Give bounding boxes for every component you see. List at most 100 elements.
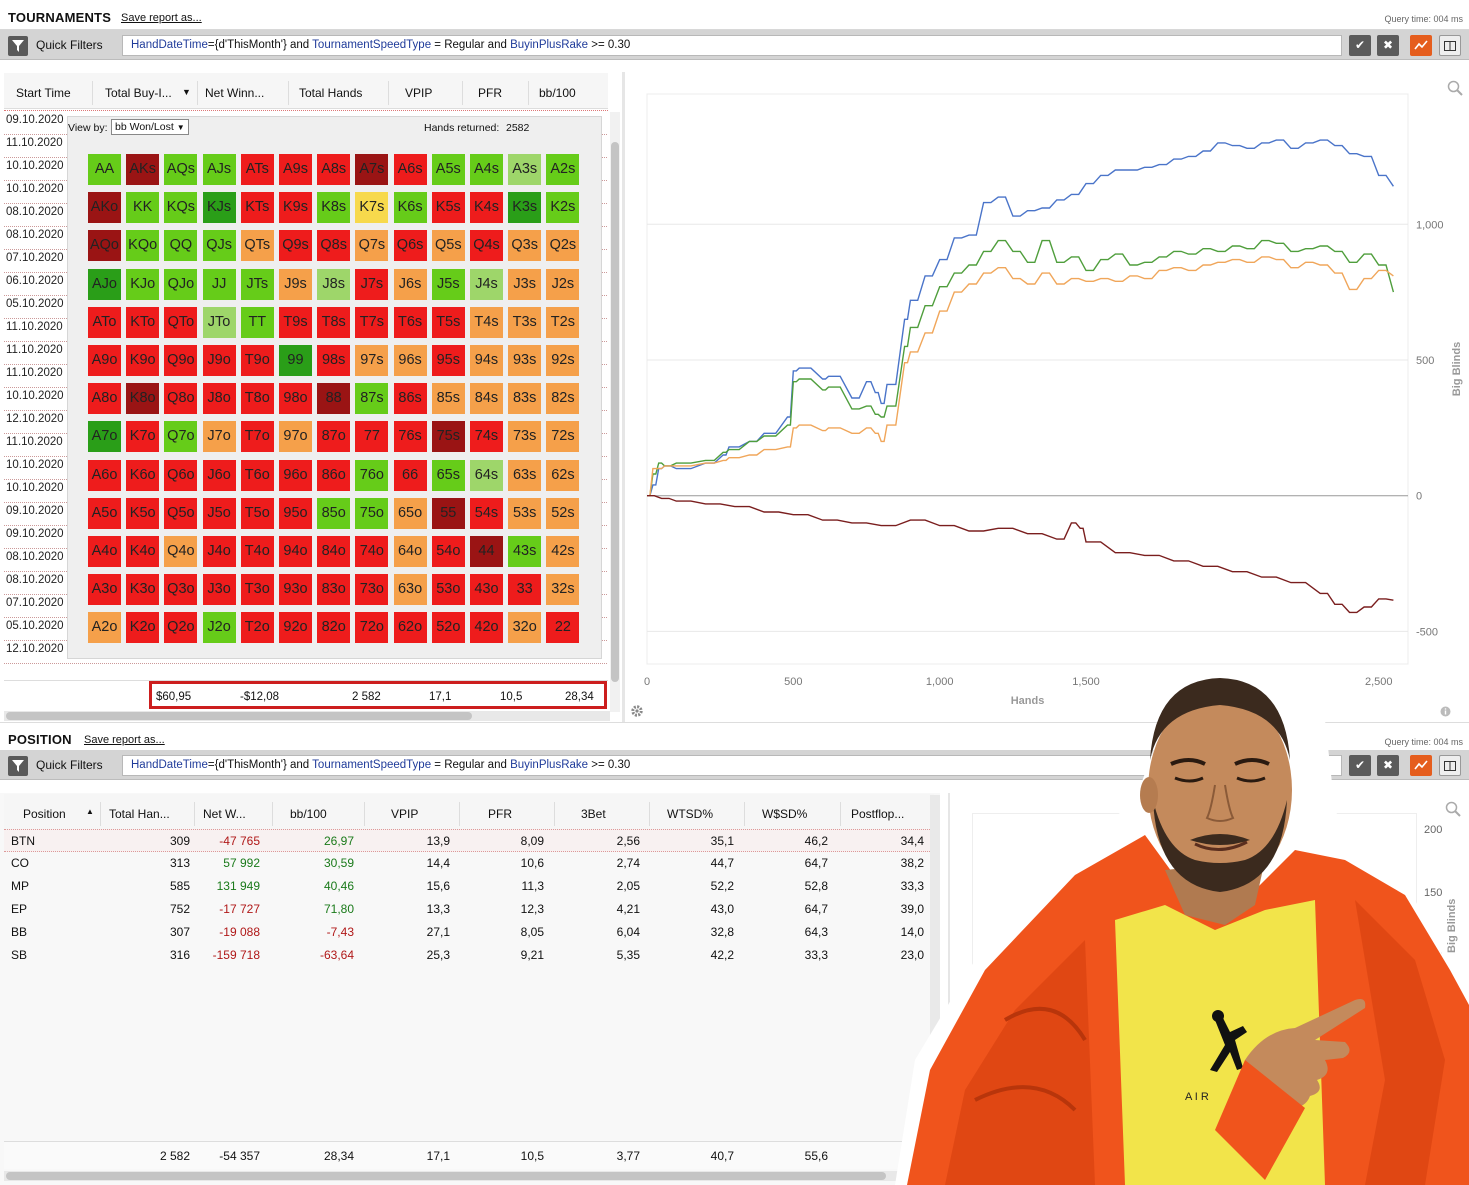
hand-cell[interactable]: 54s bbox=[470, 497, 503, 529]
hand-cell[interactable]: Q5s bbox=[431, 230, 465, 262]
hand-cell[interactable]: 63o bbox=[393, 574, 427, 606]
hand-cell[interactable]: AKo bbox=[88, 192, 121, 224]
hand-cell[interactable]: J7s bbox=[355, 268, 389, 300]
tournament-start-time[interactable]: 10.10.2020 bbox=[6, 183, 64, 195]
hand-cell[interactable]: T2s bbox=[546, 306, 580, 338]
hand-cell[interactable]: Q2s bbox=[546, 230, 580, 262]
tournament-start-time[interactable]: 10.10.2020 bbox=[6, 482, 64, 494]
col-pfr[interactable]: PFR bbox=[488, 807, 512, 821]
hand-cell[interactable]: 88 bbox=[317, 383, 351, 415]
tournament-start-time[interactable]: 11.10.2020 bbox=[6, 367, 63, 379]
hand-cell[interactable]: J6s bbox=[393, 268, 427, 300]
hand-cell[interactable]: 32o bbox=[508, 612, 542, 644]
hand-cell[interactable]: J5o bbox=[202, 497, 236, 529]
hand-cell[interactable]: A9s bbox=[279, 154, 312, 185]
hand-cell[interactable]: 98o bbox=[279, 383, 312, 415]
hand-cell[interactable]: A6o bbox=[88, 459, 121, 491]
col-bb100[interactable]: bb/100 bbox=[290, 807, 327, 821]
hand-cell[interactable]: Q7s bbox=[355, 230, 389, 262]
hand-cell[interactable]: J7o bbox=[202, 421, 236, 453]
hand-cell[interactable]: K3s bbox=[508, 192, 542, 224]
sort-dropdown-icon[interactable]: ▼ bbox=[182, 87, 191, 97]
grid-vscroll[interactable] bbox=[610, 112, 620, 712]
hand-cell[interactable]: K9o bbox=[126, 345, 160, 376]
grid-hscroll[interactable] bbox=[4, 711, 610, 721]
filter-expression-input[interactable]: HandDateTime={d'ThisMonth'} and Tourname… bbox=[122, 35, 1342, 56]
hand-cell[interactable]: 42o bbox=[470, 612, 503, 644]
hand-cell[interactable]: Q9o bbox=[164, 345, 198, 376]
hand-cell[interactable]: J9s bbox=[279, 268, 312, 300]
hand-cell[interactable]: K3o bbox=[126, 574, 160, 606]
tournament-start-time[interactable]: 08.10.2020 bbox=[6, 229, 64, 241]
hand-cell[interactable]: A9o bbox=[88, 345, 121, 376]
hand-cell[interactable]: Q8o bbox=[164, 383, 198, 415]
hand-cell[interactable]: J5s bbox=[431, 268, 465, 300]
zoom-icon[interactable] bbox=[1445, 801, 1461, 820]
hand-cell[interactable]: A5o bbox=[88, 497, 121, 529]
hand-cell[interactable]: ATs bbox=[240, 154, 274, 185]
hand-cell[interactable]: 75s bbox=[431, 421, 465, 453]
hand-cell[interactable]: 92s bbox=[546, 345, 580, 376]
hand-cell[interactable]: Q4s bbox=[470, 230, 503, 262]
hand-cell[interactable]: 97o bbox=[279, 421, 312, 453]
col-wtsd[interactable]: WTSD% bbox=[667, 807, 713, 821]
hand-cell[interactable]: Q8s bbox=[317, 230, 351, 262]
hand-cell[interactable]: J2s bbox=[546, 268, 580, 300]
position-filter-input[interactable]: HandDateTime={d'ThisMonth'} and Tourname… bbox=[122, 755, 1342, 776]
hand-cell[interactable]: T6s bbox=[393, 306, 427, 338]
col-start-time[interactable]: Start Time bbox=[16, 86, 71, 100]
hand-cell[interactable]: QTo bbox=[164, 306, 198, 338]
hand-cell[interactable]: 94o bbox=[279, 536, 312, 567]
hand-cell[interactable]: 54o bbox=[431, 536, 465, 567]
hand-cell[interactable]: K6s bbox=[393, 192, 427, 224]
hand-cell[interactable]: J9o bbox=[202, 345, 236, 376]
hand-cell[interactable]: 86o bbox=[317, 459, 351, 491]
hand-cell[interactable]: K7o bbox=[126, 421, 160, 453]
hand-cell[interactable]: AQs bbox=[164, 154, 198, 185]
hand-cell[interactable]: Q3s bbox=[508, 230, 542, 262]
hand-cell[interactable]: A7o bbox=[88, 421, 121, 453]
hand-cell[interactable]: 66 bbox=[393, 459, 427, 491]
hand-cell[interactable]: TT bbox=[240, 306, 274, 338]
hand-cell[interactable]: 76o bbox=[355, 459, 389, 491]
hand-cell[interactable]: 75o bbox=[355, 497, 389, 529]
hand-cell[interactable]: 97s bbox=[355, 345, 389, 376]
hand-cell[interactable]: T9s bbox=[279, 306, 312, 338]
tournament-start-time[interactable]: 05.10.2020 bbox=[6, 298, 64, 310]
filter-icon[interactable] bbox=[8, 756, 28, 776]
tournament-start-time[interactable]: 05.10.2020 bbox=[6, 620, 64, 632]
zoom-icon[interactable] bbox=[1447, 80, 1463, 99]
col-3bet[interactable]: 3Bet bbox=[581, 807, 606, 821]
hand-cell[interactable]: 76s bbox=[393, 421, 427, 453]
save-report-link[interactable]: Save report as... bbox=[121, 12, 202, 24]
hand-cell[interactable]: T8s bbox=[317, 306, 351, 338]
hand-cell[interactable]: A6s bbox=[393, 154, 427, 185]
position-hscroll[interactable] bbox=[4, 1171, 934, 1181]
tournament-start-time[interactable]: 08.10.2020 bbox=[6, 574, 64, 586]
hand-cell[interactable]: QJo bbox=[164, 268, 198, 300]
hand-cell[interactable]: J2o bbox=[202, 612, 236, 644]
hand-cell[interactable]: QJs bbox=[202, 230, 236, 262]
hand-cell[interactable]: 63s bbox=[508, 459, 542, 491]
apply-filter-button[interactable]: ✔ bbox=[1349, 755, 1371, 776]
hand-cell[interactable]: 73o bbox=[355, 574, 389, 606]
hand-cell[interactable]: 55 bbox=[431, 497, 465, 529]
tournament-start-time[interactable]: 10.10.2020 bbox=[6, 459, 64, 471]
hand-cell[interactable]: KK bbox=[126, 192, 160, 224]
hand-cell[interactable]: 74s bbox=[470, 421, 503, 453]
tournament-start-time[interactable]: 07.10.2020 bbox=[6, 252, 64, 264]
hand-cell[interactable]: 52s bbox=[546, 497, 580, 529]
hand-cell[interactable]: 43s bbox=[508, 536, 542, 567]
hand-cell[interactable]: 33 bbox=[508, 574, 542, 606]
hand-cell[interactable]: 93o bbox=[279, 574, 312, 606]
tournament-start-time[interactable]: 10.10.2020 bbox=[6, 160, 64, 172]
hand-cell[interactable]: A8s bbox=[317, 154, 351, 185]
hand-cell[interactable]: 83s bbox=[508, 383, 542, 415]
hand-cell[interactable]: 22 bbox=[546, 612, 580, 644]
tournament-start-time[interactable]: 09.10.2020 bbox=[6, 505, 64, 517]
tournament-start-time[interactable]: 11.10.2020 bbox=[6, 344, 63, 356]
hand-cell[interactable]: 32s bbox=[546, 574, 580, 606]
hand-cell[interactable]: AKs bbox=[126, 154, 160, 185]
hand-cell[interactable]: T3s bbox=[508, 306, 542, 338]
hand-cell[interactable]: K9s bbox=[279, 192, 312, 224]
